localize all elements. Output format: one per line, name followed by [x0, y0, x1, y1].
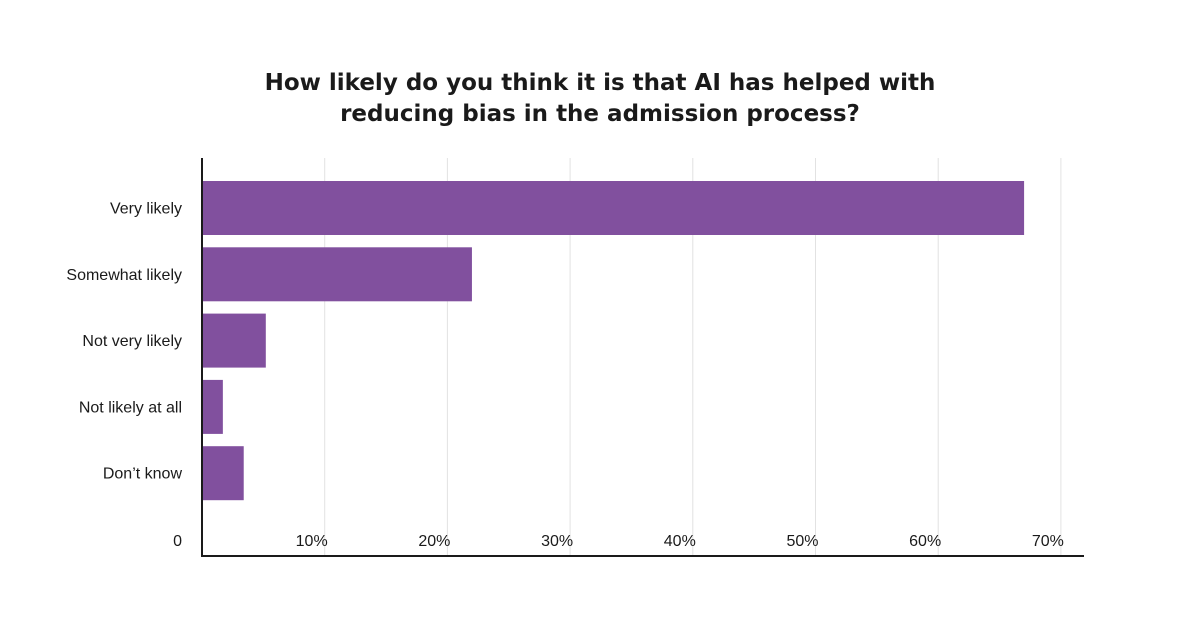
tick-labels: 0 10% 20% 30% 40% 50% 60% 70%: [173, 533, 1064, 550]
category-label-1: Somewhat likely: [66, 267, 182, 284]
category-label-4: Don’t know: [103, 466, 183, 483]
tick-label-50: 50%: [786, 533, 818, 550]
bar-1: [202, 247, 472, 302]
tick-label-60: 60%: [909, 533, 941, 550]
tick-label-40: 40%: [664, 533, 696, 550]
chart-title-line-1: How likely do you think it is that AI ha…: [264, 70, 936, 96]
category-label-2: Not very likely: [82, 333, 182, 350]
bar-3: [202, 379, 223, 434]
category-labels: Very likely Somewhat likely Not very likel…: [66, 201, 182, 483]
chart-title: How likely do you think it is that AI ha…: [0, 68, 1200, 130]
bar-2: [202, 313, 266, 368]
bar-4: [202, 446, 244, 501]
category-label-0: Very likely: [110, 201, 182, 218]
axes: [201, 158, 1084, 557]
bar-0: [202, 181, 1025, 235]
tick-label-20: 20%: [418, 533, 450, 550]
tick-label-10: 10%: [296, 533, 328, 550]
tick-label-0: 0: [173, 533, 182, 550]
bars: [202, 181, 1025, 501]
chart-title-line-2: reducing bias in the admission process?: [340, 101, 860, 127]
tick-label-70: 70%: [1032, 533, 1064, 550]
tick-label-30: 30%: [541, 533, 573, 550]
category-label-3: Not likely at all: [79, 399, 182, 416]
